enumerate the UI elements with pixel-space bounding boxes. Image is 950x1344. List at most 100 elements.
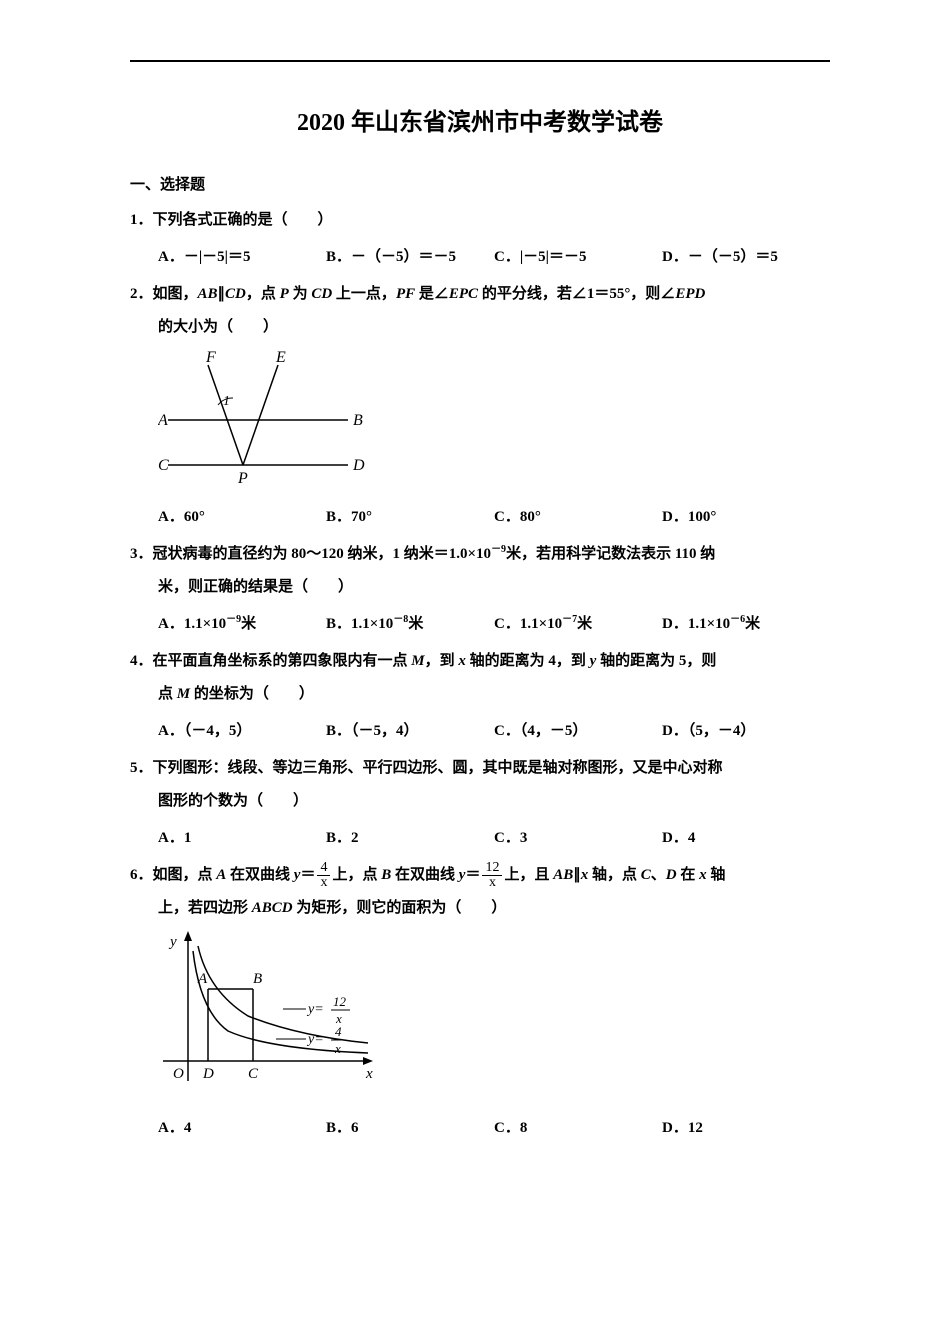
q6-opt-b: B．6 <box>326 1112 494 1145</box>
q5-tb: 图形的个数为（ ） <box>130 785 830 818</box>
q4-opt-d: D．（5，－4） <box>662 715 830 748</box>
q6-B: B <box>381 867 391 883</box>
q1-num: 1 <box>130 212 138 228</box>
q2-label-B: B <box>353 412 363 429</box>
q6-td: 在双曲线 <box>391 867 459 883</box>
q4-num: 4 <box>130 653 138 669</box>
q2-opt-d: D．100° <box>662 501 830 534</box>
q6-opt-d: D．12 <box>662 1112 830 1145</box>
q2-label-F: F <box>205 350 216 366</box>
q4-tc: 轴的距离为 4，到 <box>466 653 590 669</box>
q6-tc: 上，点 <box>332 867 381 883</box>
q6-ti: 轴 <box>707 867 726 883</box>
question-4: 4．在平面直角坐标系的第四象限内有一点 M，到 x 轴的距离为 4，到 y 轴的… <box>130 645 830 711</box>
q4-opt-a: A．（－4，5） <box>158 715 326 748</box>
q5-opt-c: C．3 <box>494 822 662 855</box>
q6-tg: 、 <box>651 867 666 883</box>
q3-ta: ．冠状病毒的直径约为 80～120 纳米，1 纳米＝1.0×10 <box>138 546 492 562</box>
q6-label-B: B <box>253 971 262 987</box>
q6-options: A．4 B．6 C．8 D．12 <box>130 1112 830 1145</box>
q4-m2: M <box>177 686 190 702</box>
q3-opt-b: B．1.1×10－8米 <box>326 608 494 641</box>
q1-options: A．－|－5|＝5 B．－（－5）＝－5 C．|－5|＝－5 D．－（－5）＝5 <box>130 241 830 274</box>
q6-yeq1: y= <box>306 1002 324 1017</box>
q3c-exp: －7 <box>562 614 577 625</box>
q1-text: ．下列各式正确的是（ ） <box>138 212 333 228</box>
q2-cd2: CD <box>311 286 332 302</box>
q1-opt-d: D．－（－5）＝5 <box>662 241 830 274</box>
q6-tj: 上，若四边形 <box>158 900 252 916</box>
q2-epd: EPD <box>675 286 705 302</box>
q2-tg: 的大小为（ ） <box>130 311 830 344</box>
q6-eq1: ＝ <box>300 867 315 883</box>
q2-svg: F E 1 A B C D P <box>158 350 368 490</box>
q5-ta: ．下列图形：线段、等边三角形、平行四边形、圆，其中既是轴对称图形，又是中心对称 <box>138 760 723 776</box>
q1-opt-c: C．|－5|＝－5 <box>494 241 662 274</box>
q3a-exp: －9 <box>226 614 241 625</box>
q6-te: 上，且 <box>504 867 553 883</box>
q5-num: 5 <box>130 760 138 776</box>
q6-AB: AB <box>553 867 573 883</box>
q2-figure: F E 1 A B C D P <box>158 350 830 495</box>
q3-num: 3 <box>130 546 138 562</box>
q2-tf: 的平分线，若∠1＝55°，则∠ <box>478 286 675 302</box>
q3c-pre: C．1.1×10 <box>494 616 562 632</box>
q3-opt-a: A．1.1×10－9米 <box>158 608 326 641</box>
q2-te: 是∠ <box>415 286 449 302</box>
q6-n1: 4 <box>317 861 330 876</box>
q2-label-1: 1 <box>223 394 230 409</box>
question-1: 1．下列各式正确的是（ ） <box>130 204 830 237</box>
q6-l12n: 12 <box>333 994 347 1009</box>
q6-label-D: D <box>202 1066 214 1082</box>
q6-D: D <box>666 867 677 883</box>
q2-epc: EPC <box>449 286 478 302</box>
question-5: 5．下列图形：线段、等边三角形、平行四边形、圆，其中既是轴对称图形，又是中心对称… <box>130 752 830 818</box>
q6-n2: 12 <box>482 861 502 876</box>
q4-tf: 的坐标为（ ） <box>190 686 314 702</box>
q3d-exp: －6 <box>730 614 745 625</box>
q6-label-x: x <box>365 1066 373 1082</box>
q6-A: A <box>216 867 226 883</box>
q4-te: 点 <box>158 686 177 702</box>
q5-options: A．1 B．2 C．3 D．4 <box>130 822 830 855</box>
q4-opt-b: B．（－5，4） <box>326 715 494 748</box>
q1-opt-a: A．－|－5|＝5 <box>158 241 326 274</box>
q6-l4d: x <box>334 1041 341 1056</box>
q6-opt-c: C．8 <box>494 1112 662 1145</box>
q6-x2: x <box>699 867 707 883</box>
q4-options: A．（－4，5） B．（－5，4） C．（4，－5） D．（5，－4） <box>130 715 830 748</box>
q6-d1: x <box>317 876 330 890</box>
question-2: 2．如图，AB∥CD，点 P 为 CD 上一点，PF 是∠EPC 的平分线，若∠… <box>130 278 830 344</box>
q2-pf: PF <box>396 286 415 302</box>
q6-yeq2: y= <box>306 1032 324 1047</box>
q3d-pre: D．1.1×10 <box>662 616 730 632</box>
question-3: 3．冠状病毒的直径约为 80～120 纳米，1 纳米＝1.0×10－9米，若用科… <box>130 538 830 604</box>
q6-ta: ．如图，点 <box>138 867 217 883</box>
q4-opt-c: C．（4，－5） <box>494 715 662 748</box>
q3c-suf: 米 <box>577 616 592 632</box>
q6-label-A: A <box>197 971 208 987</box>
q6-num: 6 <box>130 867 138 883</box>
page-title: 2020 年山东省滨州市中考数学试卷 <box>130 102 830 137</box>
q3-opt-d: D．1.1×10－6米 <box>662 608 830 641</box>
q2-p: P <box>280 286 289 302</box>
q6-label-C: C <box>248 1066 259 1082</box>
q3b-exp: －8 <box>393 614 408 625</box>
q6-tb: 在双曲线 <box>226 867 294 883</box>
q3a-pre: A．1.1×10 <box>158 616 226 632</box>
q3b-suf: 米 <box>408 616 423 632</box>
q3-exp1: －9 <box>491 544 506 555</box>
q2-opt-c: C．80° <box>494 501 662 534</box>
q6-opt-a: A．4 <box>158 1112 326 1145</box>
q3a-suf: 米 <box>241 616 256 632</box>
q4-td: 轴的距离为 5，则 <box>596 653 716 669</box>
q2-label-P: P <box>237 470 248 487</box>
q2-tb: ，点 <box>246 286 280 302</box>
q5-opt-a: A．1 <box>158 822 326 855</box>
q5-opt-b: B．2 <box>326 822 494 855</box>
q6-d2: x <box>482 876 502 890</box>
q2-label-D: D <box>352 457 365 474</box>
q6-label-O: O <box>173 1066 184 1082</box>
q3-tc: 米，则正确的结果是（ ） <box>130 571 830 604</box>
q6-C: C <box>641 867 651 883</box>
